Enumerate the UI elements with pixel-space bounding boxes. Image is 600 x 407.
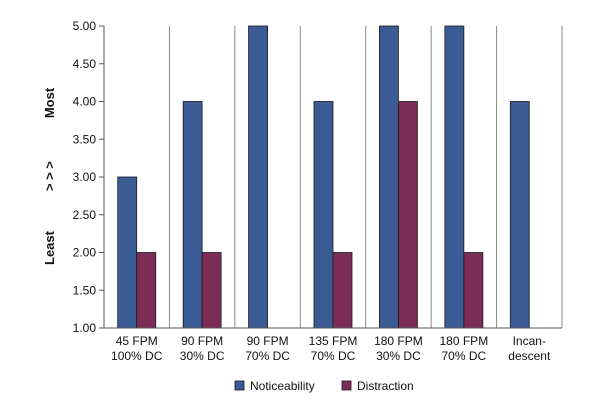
side-label-arrows: > > > [42,161,57,191]
y-tick-label: 1.50 [73,283,97,297]
bar-distraction [398,101,418,329]
x-category-label: 180 FPM 30% DC [374,334,423,363]
x-category-labels: 45 FPM 100% DC 90 FPM 30% DC 90 FPM 70% DC 135… [111,334,551,363]
y-tick-labels: 1.00 1.50 2.00 2.50 3.00 3.50 4.00 4.50 5.00 [73,19,104,335]
bar-noticeability [379,25,399,329]
y-tick-label: 3.00 [73,170,97,184]
side-label-least: Least [42,230,57,265]
x-category-label: 135 FPM 70% DC [309,334,358,363]
y-tick-label: 2.50 [73,208,97,222]
bar-noticeability [248,25,268,329]
bar-noticeability [117,176,138,329]
y-tick-label: 4.00 [73,95,97,109]
bar-noticeability [313,101,334,329]
bar-noticeability [182,101,203,329]
bar-noticeability [444,25,465,329]
side-label-most: Most [42,87,57,118]
x-category-label: 45 FPM 100% DC [111,334,163,363]
y-tick-label: 1.00 [73,321,97,335]
bar-noticeability [509,101,530,329]
x-category-label: 180 FPM 70% DC [440,334,489,363]
legend-swatch-noticeability [234,380,245,391]
bar-distraction [332,252,353,329]
bar-distraction [136,252,157,329]
legend: Noticeability Distraction [234,379,414,393]
y-tick-label: 5.00 [73,19,97,33]
legend-swatch-distraction [341,380,352,391]
y-tick-label: 3.50 [73,132,97,146]
y-tick-label: 2.00 [73,246,97,260]
x-category-label: 90 FPM 30% DC [180,334,225,363]
category-separators [168,26,563,328]
x-category-label: Incan-descent [508,334,551,363]
y-tick-label: 4.50 [73,57,97,71]
bars [117,25,530,329]
bar-distraction [201,252,222,329]
bar-distraction [463,252,484,329]
x-category-label: 90 FPM 70% DC [245,334,290,363]
legend-label-distraction: Distraction [357,379,414,393]
legend-label-noticeability: Noticeability [250,379,315,393]
